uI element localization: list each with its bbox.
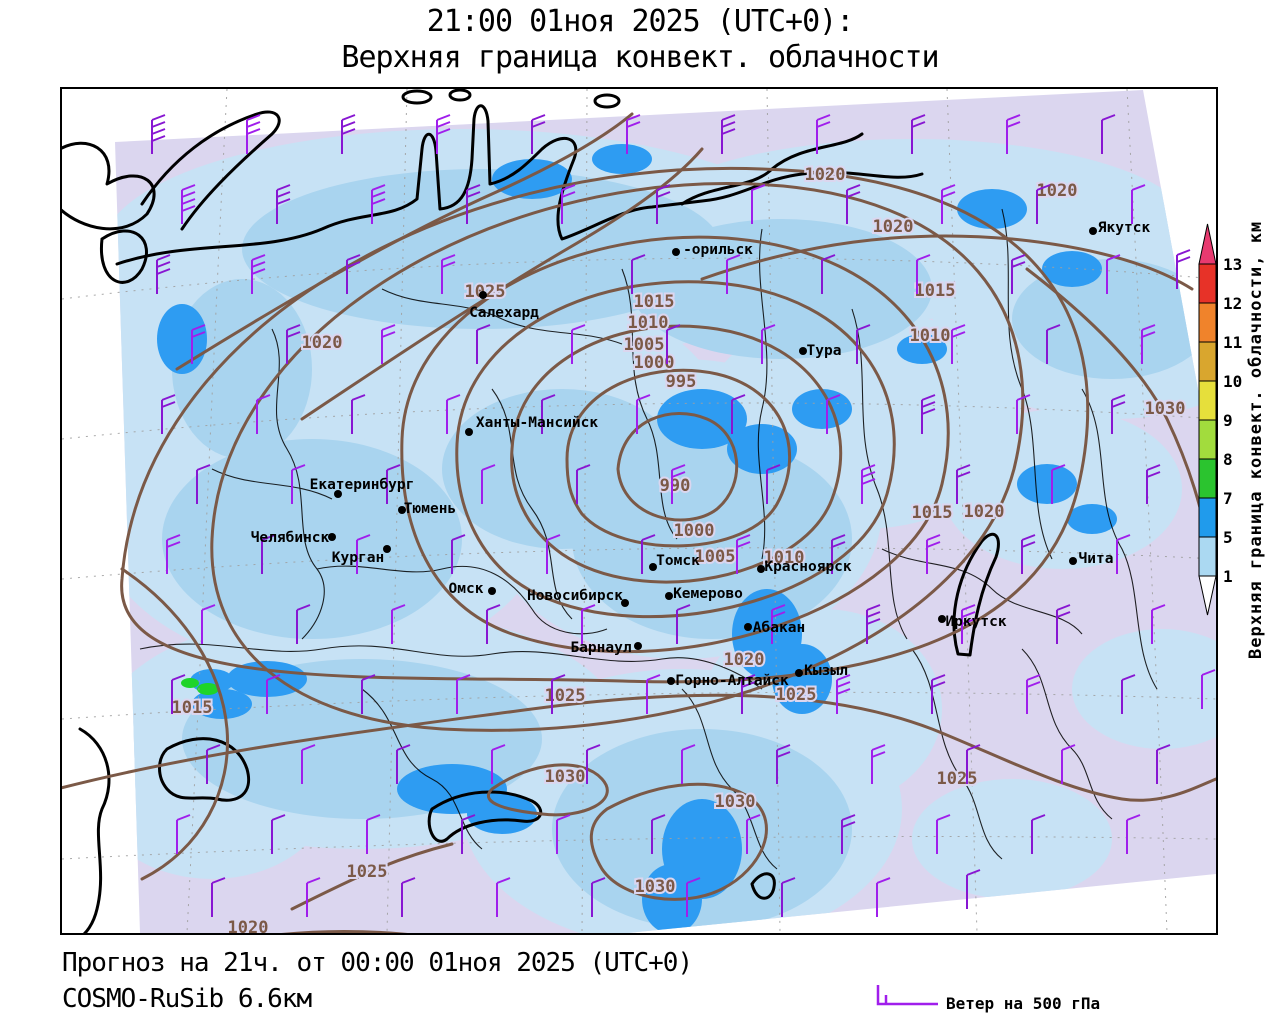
title-line1: 21:00 01ноя 2025 (UTC+0): — [0, 4, 1280, 40]
colorbar-segment — [1199, 420, 1216, 459]
colorbar-tick-label: 7 — [1223, 489, 1233, 508]
contour-label: 1015 — [172, 698, 213, 718]
wind-legend-label: Ветер на 500 гПа — [946, 994, 1100, 1013]
city-marker — [744, 623, 752, 631]
colorbar-segment — [1199, 303, 1216, 342]
city-label: -орильск — [683, 242, 753, 258]
contour-label: 1020 — [964, 502, 1005, 522]
city-marker — [1069, 557, 1077, 565]
colorbar-tick-label: 8 — [1223, 450, 1233, 469]
contour-label: 1015 — [912, 503, 953, 523]
city-marker — [479, 291, 487, 299]
colorbar-tick-label: 9 — [1223, 411, 1233, 430]
city-label: Тюмень — [404, 501, 456, 517]
city-label: Челябинск — [251, 530, 330, 546]
map-frame: 1020102010201015101010251020101510101005… — [60, 87, 1218, 935]
city-label: Горно-Алтайск — [675, 673, 789, 689]
contour-label: 1025 — [937, 769, 978, 789]
city-label: Тура — [807, 343, 842, 359]
colorbar-tick-label: 12 — [1223, 294, 1242, 313]
city-label: Томск — [656, 553, 700, 569]
title-line2: Верхняя граница конвект. облачности — [0, 40, 1280, 76]
city-label: Кемерово — [673, 586, 743, 602]
contour-label: 1020 — [1037, 181, 1078, 201]
colorbar-segment — [1199, 381, 1216, 420]
city-label: Новосибирск — [527, 588, 623, 604]
contour-label: 1020 — [228, 918, 269, 933]
page-title: 21:00 01ноя 2025 (UTC+0): Верхняя границ… — [0, 4, 1280, 76]
wind-legend: Ветер на 500 гПа — [874, 982, 1214, 1016]
contour-label: 1030 — [1145, 399, 1186, 419]
colorbar-tick-label: 10 — [1223, 372, 1242, 391]
weather-map-page: 21:00 01ноя 2025 (UTC+0): Верхняя границ… — [0, 0, 1280, 1024]
city-marker — [795, 669, 803, 677]
contour-label: 1020 — [805, 165, 846, 185]
model-info: COSMO-RuSib 6.6км — [62, 984, 311, 1014]
forecast-info: Прогноз на 21ч. от 00:00 01ноя 2025 (UTC… — [62, 948, 692, 978]
contour-label: 1030 — [715, 792, 756, 812]
colorbar-segment — [1199, 264, 1216, 303]
city-marker — [672, 248, 680, 256]
city-label: Екатеринбург — [310, 477, 415, 493]
colorbar-segment — [1199, 459, 1216, 498]
colorbar-ramp — [1197, 220, 1221, 620]
city-label: Красноярск — [764, 559, 852, 575]
city-marker — [667, 677, 675, 685]
city-label: Чита — [1079, 551, 1114, 567]
contour-label: 1025 — [347, 862, 388, 882]
contour-label: 1030 — [635, 877, 676, 897]
contour-label: 1005 — [624, 335, 665, 355]
contour-label: 1010 — [628, 313, 669, 333]
city-label: Салехард — [469, 305, 539, 321]
city-label: Барнаул — [570, 640, 631, 656]
contour-label: 1030 — [545, 767, 586, 787]
city-label: Якутск — [1098, 220, 1151, 236]
city-marker — [465, 428, 473, 436]
contour-label: 1010 — [910, 326, 951, 346]
contour-label: 1015 — [915, 281, 956, 301]
city-label: Ханты-Мансийск — [476, 415, 598, 431]
contour-label: 1020 — [873, 217, 914, 237]
city-marker — [634, 642, 642, 650]
contour-label: 1020 — [724, 650, 765, 670]
city-label: Абакан — [753, 620, 805, 636]
contour-label: 1000 — [674, 521, 715, 541]
colorbar-title: Верхняя граница конвект. облачности, км — [1246, 180, 1272, 700]
colorbar-segment — [1199, 498, 1216, 537]
colorbar-tick-label: 11 — [1223, 333, 1242, 352]
colorbar-segment — [1199, 342, 1216, 381]
colorbar-tick-label: 5 — [1223, 528, 1233, 547]
colorbar-segment — [1199, 537, 1216, 576]
city-marker — [488, 587, 496, 595]
city-label: Кызыл — [804, 663, 848, 679]
city-label: Курган — [332, 550, 384, 566]
contour-label: 990 — [660, 476, 691, 496]
city-label: Омск — [449, 581, 484, 597]
contour-label: 1005 — [695, 547, 736, 567]
colorbar-tick-label: 1 — [1223, 567, 1233, 586]
contour-label: 1000 — [634, 353, 675, 373]
city-marker — [665, 592, 673, 600]
contour-label: 1015 — [634, 292, 675, 312]
contour-label: 995 — [666, 372, 697, 392]
contour-label: 1020 — [302, 333, 343, 353]
forecast-map: 1020102010201015101010251020101510101005… — [62, 89, 1216, 933]
city-label: Иркутск — [945, 614, 1006, 630]
city-marker — [1089, 227, 1097, 235]
colorbar-tick-label: 13 — [1223, 255, 1242, 274]
contour-label: 1025 — [545, 686, 586, 706]
wind-barb-icon — [874, 982, 942, 1012]
